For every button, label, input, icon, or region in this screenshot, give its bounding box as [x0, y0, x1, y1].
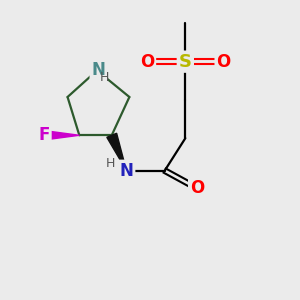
Text: O: O [140, 53, 154, 71]
Text: O: O [190, 179, 204, 197]
Polygon shape [44, 130, 79, 140]
Text: O: O [217, 53, 231, 71]
Text: N: N [92, 61, 105, 80]
Polygon shape [107, 133, 126, 171]
Text: N: N [119, 162, 134, 180]
Text: H: H [106, 157, 115, 170]
Text: S: S [179, 53, 192, 71]
Text: F: F [38, 126, 50, 144]
Text: H: H [100, 71, 109, 84]
